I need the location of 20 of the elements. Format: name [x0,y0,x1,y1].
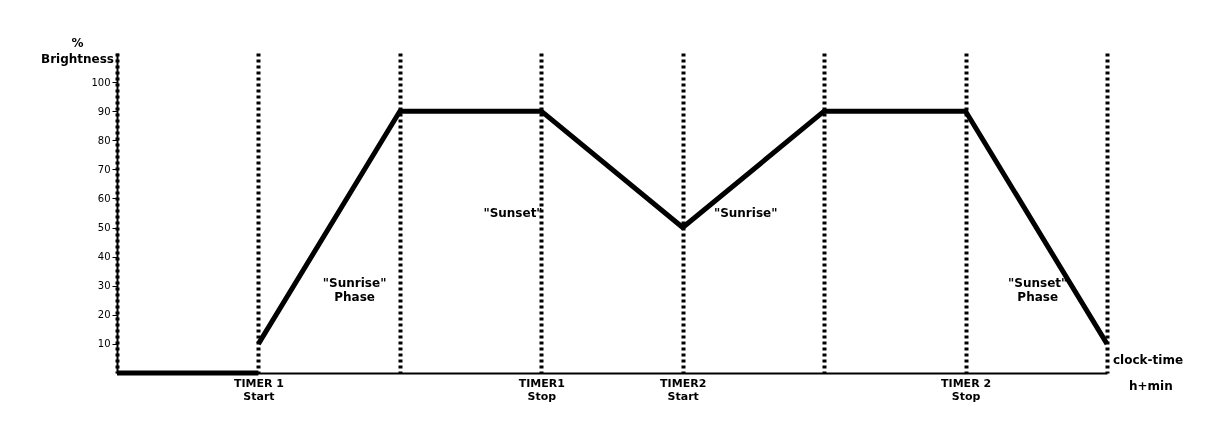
y-tick-label: 100 [91,76,111,88]
annotation: "Sunset" Phase [1008,276,1068,305]
y-tick-label: 50 [97,222,111,234]
x-tick-label: TIMER 1 Start [233,376,284,403]
x-tick-label: TIMER2 Start [660,376,707,403]
y-tick-label: 80 [97,134,111,146]
y-tick-label: 60 [97,192,111,204]
y-axis-title: % Brightness [40,35,115,66]
y-tick-label: 20 [97,309,111,321]
y-tick-label: 90 [97,105,111,117]
y-tick-label: 30 [97,280,111,292]
y-tick-label: 70 [97,163,111,175]
annotation: "Sunrise" [713,206,778,220]
annotation: "Sunrise" Phase [322,276,387,305]
x-tick-label: TIMER 2 Stop [941,376,992,403]
y-tick-label: 10 [97,338,111,350]
y-tick-label: 40 [97,251,111,263]
x-tick-label: TIMER1 Stop [518,376,565,403]
x-axis-title: clock-time h+min [1113,353,1184,393]
annotation: "Sunset" [483,206,543,220]
